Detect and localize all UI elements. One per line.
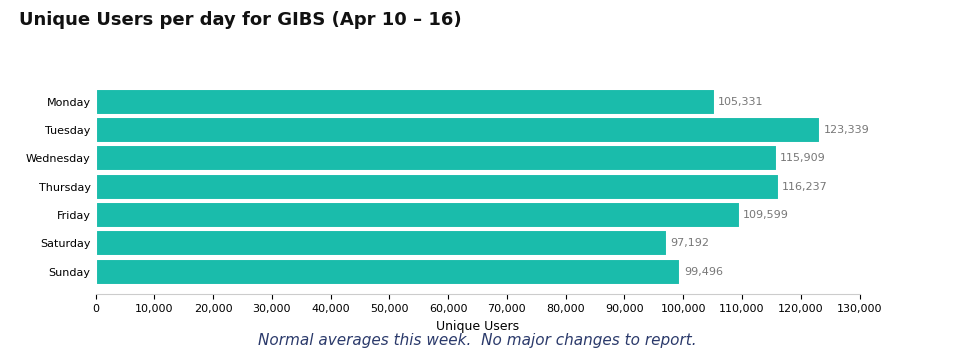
X-axis label: Unique Users: Unique Users <box>435 320 520 333</box>
Bar <box>96 258 680 285</box>
Bar <box>96 202 739 228</box>
Text: 109,599: 109,599 <box>743 210 789 220</box>
Bar <box>96 117 820 143</box>
Text: 115,909: 115,909 <box>780 153 826 163</box>
Bar <box>96 145 776 171</box>
Text: Unique Users per day for GIBS (Apr 10 – 16): Unique Users per day for GIBS (Apr 10 – … <box>19 11 461 29</box>
Text: 123,339: 123,339 <box>824 125 870 135</box>
Bar <box>96 89 714 115</box>
Text: Normal averages this week.  No major changes to report.: Normal averages this week. No major chan… <box>258 333 697 348</box>
Text: 97,192: 97,192 <box>670 238 710 248</box>
Bar <box>96 174 778 200</box>
Bar <box>96 230 667 256</box>
Text: 105,331: 105,331 <box>718 97 764 107</box>
Text: 116,237: 116,237 <box>782 182 828 192</box>
Text: 99,496: 99,496 <box>684 267 723 276</box>
